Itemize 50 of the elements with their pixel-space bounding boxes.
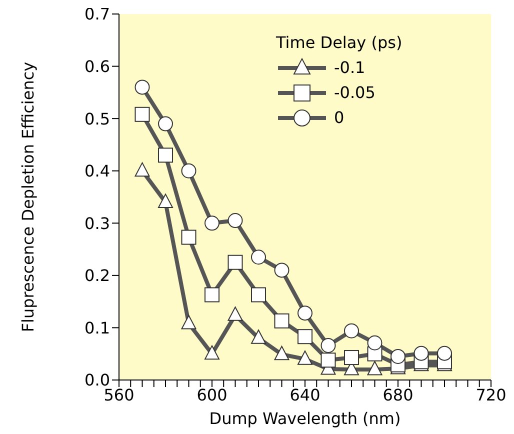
y-tick-label: 0.5: [84, 109, 110, 128]
y-tick-label: 0.7: [84, 4, 110, 24]
point: [298, 350, 312, 365]
point: [134, 106, 150, 122]
point: [298, 306, 312, 321]
y-tick-label: 0.2: [84, 266, 110, 286]
legend-label: 0: [334, 107, 344, 129]
x-tick-label: 600: [196, 385, 228, 404]
point: [134, 162, 150, 177]
point: [134, 80, 150, 95]
point: [181, 230, 196, 245]
point: [158, 194, 173, 208]
point: [298, 329, 312, 344]
point: [390, 348, 406, 364]
y-tick-label: 0.1: [84, 318, 110, 338]
x-tick-label: 680: [382, 385, 414, 404]
point: [158, 148, 173, 163]
y-tick-label: 0.4: [84, 162, 110, 181]
point: [367, 360, 382, 376]
point: [251, 330, 266, 344]
point: [228, 213, 243, 228]
point: [344, 350, 359, 366]
point: [320, 352, 336, 368]
legend-label: -0.1: [334, 57, 366, 79]
point: [274, 313, 290, 328]
point: [181, 314, 196, 330]
y-tick-label: 0.3: [84, 214, 110, 233]
point: [204, 287, 220, 302]
point: [228, 306, 243, 321]
point: [320, 338, 336, 353]
point: [228, 254, 243, 270]
point: [204, 216, 220, 231]
x-axis-title: Dump Wavelength (nm): [209, 409, 401, 428]
legend-title: Time Delay (ps): [276, 32, 402, 54]
point: [344, 323, 359, 338]
x-tick-label: 640: [290, 385, 320, 404]
point: [158, 116, 173, 132]
x-tick-label: 720: [476, 385, 506, 404]
legend-label: -0.05: [334, 82, 376, 104]
point: [274, 346, 290, 360]
point: [437, 346, 452, 361]
y-tick-label: 0.6: [84, 56, 110, 76]
point: [251, 287, 266, 302]
point: [367, 335, 382, 350]
point: [251, 250, 266, 265]
point: [274, 262, 290, 278]
point: [181, 163, 196, 178]
point: [414, 346, 429, 361]
y-axis-title: Fluprescence Depletion Efficiency: [18, 62, 38, 332]
point: [204, 345, 220, 360]
